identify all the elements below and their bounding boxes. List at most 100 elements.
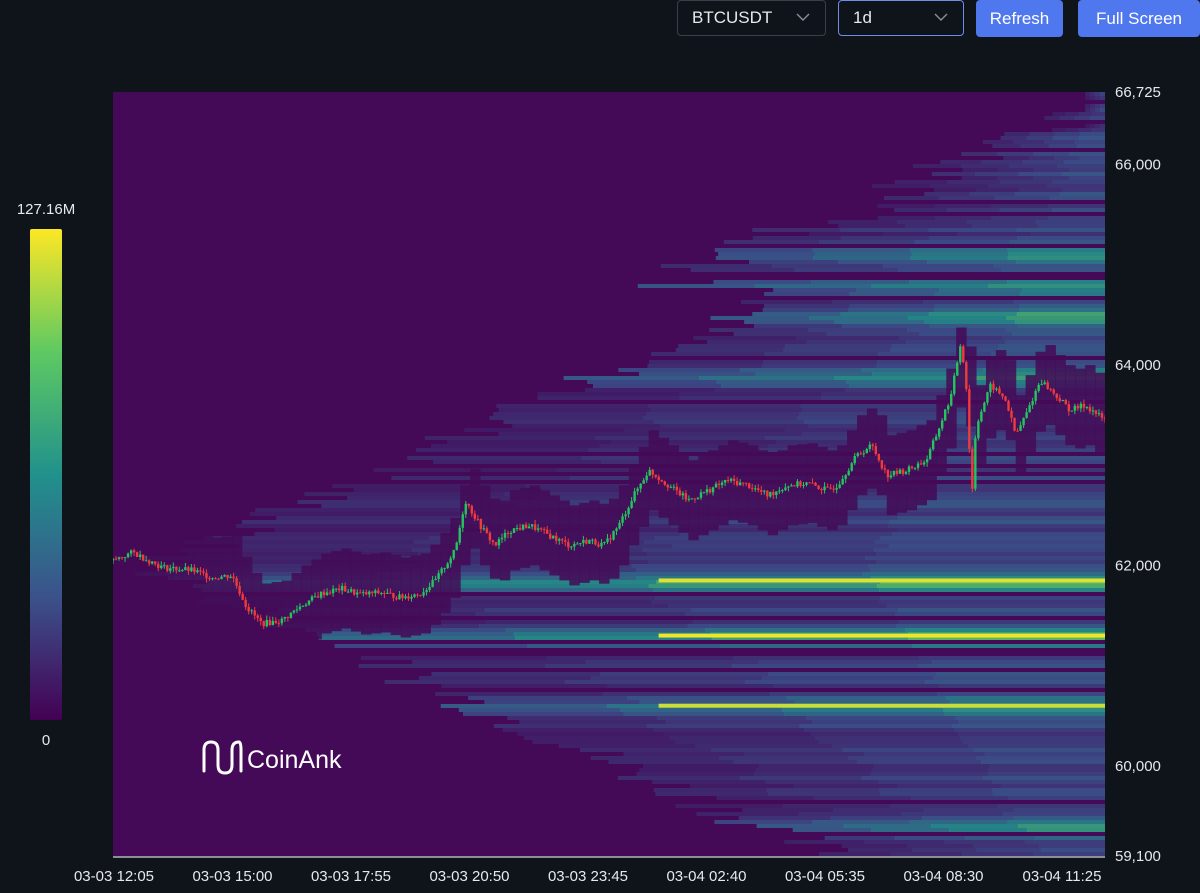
fullscreen-button[interactable]: Full Screen (1078, 0, 1200, 37)
heatmap-cell (961, 176, 999, 180)
y-tick-label: 64,000 (1115, 357, 1161, 374)
candle-body (862, 453, 865, 455)
heatmap-cell (607, 684, 774, 688)
candle-body (633, 491, 636, 502)
candle-body (250, 610, 253, 612)
heatmap-cell (897, 528, 1105, 532)
candle-body (467, 503, 470, 506)
heatmap-cell (897, 784, 1002, 788)
cleared-zone (420, 553, 431, 634)
heatmap-cell (449, 604, 669, 608)
candle-body (693, 498, 697, 500)
candle-body (1025, 412, 1028, 418)
heatmap-cell (897, 516, 1105, 520)
heatmap-cell (840, 228, 930, 232)
candle-body (832, 488, 835, 490)
candle-body (796, 481, 799, 487)
cleared-zone (1045, 345, 1056, 426)
heatmap-cell (871, 184, 931, 188)
heatmap-cell (1022, 160, 1065, 164)
heatmap-cell (1061, 172, 1105, 176)
heatmap-cell (653, 788, 767, 792)
heatmap-cell (1002, 812, 1105, 816)
heatmap-cell (755, 768, 873, 772)
heatmap-cell (912, 848, 978, 852)
candle-body (847, 470, 850, 476)
candlestick-layer (113, 343, 1105, 630)
heatmap-cell (631, 564, 869, 568)
candle-body (292, 610, 296, 613)
candle-body (549, 533, 552, 539)
candle-body (1004, 396, 1007, 401)
candle-body (455, 542, 458, 550)
cleared-zone (787, 445, 798, 526)
candle-body (621, 516, 624, 523)
candle-body (594, 539, 597, 545)
heatmap-cell (934, 204, 992, 208)
candle-body (126, 553, 130, 558)
heatmap-cell (1095, 104, 1101, 108)
candle-body (965, 362, 968, 390)
heatmap-cell (647, 364, 763, 368)
heatmap-cell (1079, 156, 1105, 160)
heatmap-cell (864, 752, 986, 756)
candle-body (636, 488, 639, 492)
candle-body (316, 596, 320, 598)
heatmap-cell (650, 408, 803, 412)
candle-body (720, 482, 724, 485)
candle-body (1091, 410, 1095, 412)
candle-body (244, 599, 247, 608)
candle-body (953, 375, 956, 394)
coinank-watermark: CoinAnk (202, 740, 342, 775)
candle-body (744, 482, 748, 484)
heatmap-cell (587, 380, 718, 384)
heatmap-cell (429, 596, 656, 600)
heatmap-cell (719, 756, 849, 760)
heatmap-cell (921, 816, 1014, 820)
candle-body (488, 532, 492, 541)
heatmap-cell (934, 292, 1021, 296)
heatmap-cell (1008, 252, 1105, 256)
candle-body (337, 588, 341, 591)
candle-body (220, 576, 223, 579)
symbol-select[interactable]: BTCUSDT (677, 0, 826, 36)
candle-body (904, 471, 908, 474)
candle-body (482, 528, 486, 530)
heatmap-cell (752, 312, 842, 316)
candle-body (196, 570, 199, 573)
heatmap-cell (158, 564, 396, 568)
candle-body (208, 578, 211, 580)
heatmap-cell (1085, 108, 1091, 112)
heatmap-cell (966, 220, 1037, 224)
heatmap-cell (636, 772, 755, 776)
candle-body (494, 542, 498, 546)
heatmap-cell (773, 684, 940, 688)
heatmap-cell (818, 740, 963, 744)
heatmap-cell (991, 780, 1105, 784)
heatmap-cell (360, 656, 548, 660)
heatmap-cell (813, 796, 912, 800)
heatmap-cell (1059, 192, 1105, 196)
interval-select[interactable]: 1d (838, 0, 964, 36)
refresh-button[interactable]: Refresh (976, 0, 1063, 37)
heatmap-cell (1024, 840, 1105, 844)
heatmap-cell (923, 300, 1015, 304)
heatmap-cell (894, 180, 948, 184)
heatmap-cell (907, 844, 974, 848)
heatmap-cell (821, 396, 964, 400)
candle-body (428, 586, 431, 591)
candle-body (350, 589, 353, 592)
candle-body (1049, 389, 1052, 391)
x-tick-label: 03-03 23:45 (548, 868, 628, 885)
heatmap-cell (939, 196, 996, 200)
candle-body (1034, 390, 1037, 401)
candle-body (940, 420, 944, 429)
candle-body (542, 529, 546, 531)
candle-body (235, 578, 238, 586)
candle-body (983, 402, 986, 412)
candle-body (570, 546, 573, 548)
x-tick-label: 03-04 05:35 (785, 868, 865, 885)
candle-body (437, 573, 440, 579)
candle-body (714, 483, 718, 488)
